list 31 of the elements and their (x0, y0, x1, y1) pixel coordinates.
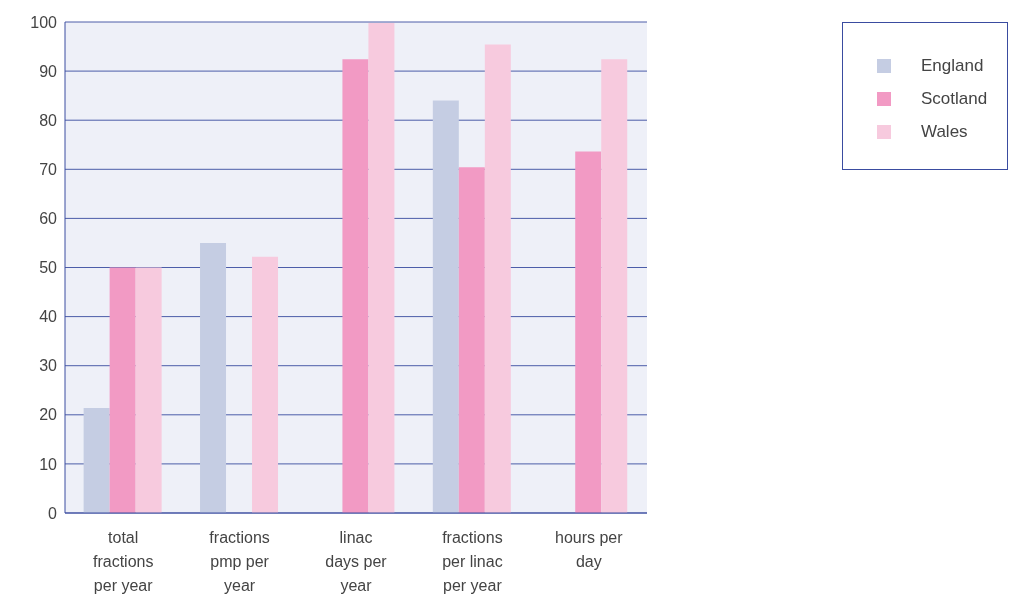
bar (484, 44, 511, 513)
y-tick-label: 10 (39, 455, 58, 473)
y-tick-label: 30 (39, 357, 58, 375)
bar (575, 151, 602, 513)
bar (342, 59, 369, 513)
bar (458, 167, 485, 513)
bar (135, 267, 162, 513)
y-tick-label: 50 (39, 259, 58, 277)
bar (109, 267, 136, 513)
bar (83, 407, 110, 513)
bar (200, 242, 227, 513)
y-tick-label: 60 (39, 210, 58, 228)
legend-label: Wales (921, 121, 968, 142)
bar (252, 256, 279, 513)
y-tick-label: 0 (48, 504, 58, 522)
bar (601, 59, 628, 513)
y-tick-label: 40 (39, 308, 58, 326)
x-tick-label: linac days per year (325, 529, 388, 594)
x-tick-label: fractions per linac per year (442, 529, 503, 594)
bar (368, 22, 395, 513)
y-tick-label: 70 (39, 160, 58, 178)
y-tick-label: 90 (39, 62, 58, 80)
x-tick-label: hours per day (555, 529, 624, 570)
x-tick-label: fractions pmp per year (209, 529, 270, 594)
y-tick-label: 20 (39, 406, 58, 424)
y-tick-label: 100 (30, 13, 58, 31)
x-tick-label: total fractions per year (92, 529, 154, 594)
legend-label: England (921, 55, 984, 76)
bar (432, 100, 459, 513)
legend-label: Scotland (921, 88, 988, 109)
y-tick-label: 80 (39, 111, 58, 129)
